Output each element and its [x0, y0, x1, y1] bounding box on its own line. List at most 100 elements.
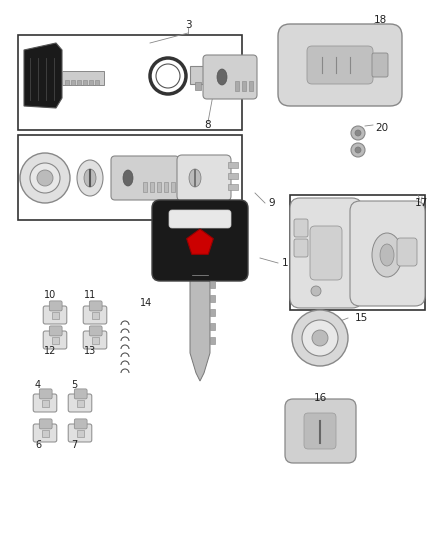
- FancyBboxPatch shape: [397, 238, 417, 266]
- FancyBboxPatch shape: [307, 46, 373, 84]
- Ellipse shape: [217, 69, 227, 85]
- FancyBboxPatch shape: [68, 394, 92, 412]
- Bar: [164, 182, 168, 192]
- Bar: [77, 80, 81, 85]
- FancyBboxPatch shape: [83, 306, 107, 324]
- Bar: [150, 182, 154, 192]
- FancyBboxPatch shape: [89, 326, 102, 336]
- Text: 3: 3: [185, 20, 191, 30]
- Bar: [65, 80, 69, 85]
- Circle shape: [351, 143, 365, 157]
- Bar: [228, 162, 238, 168]
- FancyBboxPatch shape: [177, 155, 231, 201]
- FancyBboxPatch shape: [74, 389, 87, 399]
- Bar: [18, 35, 242, 130]
- Circle shape: [292, 310, 348, 366]
- Text: 6: 6: [35, 440, 41, 450]
- FancyBboxPatch shape: [350, 201, 425, 306]
- Bar: [242, 81, 246, 91]
- Bar: [42, 430, 49, 437]
- Text: 1: 1: [282, 258, 288, 268]
- FancyBboxPatch shape: [33, 424, 57, 442]
- Bar: [228, 184, 238, 190]
- Bar: [290, 195, 425, 310]
- Ellipse shape: [77, 160, 103, 196]
- Bar: [77, 400, 84, 407]
- Circle shape: [302, 320, 338, 356]
- Circle shape: [20, 153, 70, 203]
- FancyBboxPatch shape: [49, 326, 62, 336]
- FancyBboxPatch shape: [49, 301, 62, 311]
- Circle shape: [30, 163, 60, 193]
- FancyBboxPatch shape: [39, 419, 52, 429]
- Text: 12: 12: [44, 346, 56, 356]
- Bar: [195, 82, 201, 90]
- Circle shape: [37, 170, 53, 186]
- Ellipse shape: [380, 244, 394, 266]
- FancyBboxPatch shape: [111, 156, 179, 200]
- Bar: [235, 81, 239, 91]
- Bar: [210, 323, 215, 330]
- Ellipse shape: [123, 170, 133, 186]
- Bar: [62, 71, 104, 85]
- FancyBboxPatch shape: [310, 226, 342, 280]
- Bar: [157, 182, 161, 192]
- Circle shape: [355, 147, 361, 153]
- Bar: [92, 336, 99, 344]
- FancyBboxPatch shape: [33, 394, 57, 412]
- FancyBboxPatch shape: [39, 389, 52, 399]
- Text: 8: 8: [205, 120, 211, 130]
- Bar: [89, 80, 93, 85]
- FancyBboxPatch shape: [68, 424, 92, 442]
- Bar: [77, 430, 84, 437]
- Polygon shape: [187, 229, 213, 254]
- FancyBboxPatch shape: [169, 210, 231, 228]
- Bar: [228, 173, 238, 179]
- FancyBboxPatch shape: [152, 200, 248, 281]
- Bar: [171, 182, 175, 192]
- Ellipse shape: [84, 169, 96, 187]
- FancyBboxPatch shape: [304, 413, 336, 449]
- Polygon shape: [24, 43, 62, 108]
- Text: 11: 11: [84, 290, 96, 300]
- Bar: [210, 337, 215, 344]
- Bar: [92, 311, 99, 319]
- FancyBboxPatch shape: [290, 198, 362, 308]
- Circle shape: [355, 130, 361, 136]
- FancyBboxPatch shape: [43, 306, 67, 324]
- Bar: [95, 80, 99, 85]
- Bar: [190, 66, 204, 84]
- Text: 4: 4: [35, 380, 41, 390]
- Text: 10: 10: [44, 290, 56, 300]
- FancyBboxPatch shape: [372, 53, 388, 77]
- Text: 17: 17: [415, 198, 428, 208]
- FancyBboxPatch shape: [294, 239, 308, 257]
- Text: 15: 15: [355, 313, 368, 323]
- FancyBboxPatch shape: [285, 399, 356, 463]
- Text: 16: 16: [313, 393, 327, 403]
- FancyBboxPatch shape: [89, 301, 102, 311]
- Circle shape: [311, 286, 321, 296]
- Bar: [143, 182, 147, 192]
- Polygon shape: [190, 273, 210, 381]
- Ellipse shape: [189, 169, 201, 187]
- FancyBboxPatch shape: [83, 331, 107, 349]
- Text: 18: 18: [373, 15, 387, 25]
- Bar: [42, 400, 49, 407]
- FancyBboxPatch shape: [278, 24, 402, 106]
- Circle shape: [312, 330, 328, 346]
- Text: 13: 13: [84, 346, 96, 356]
- FancyBboxPatch shape: [43, 331, 67, 349]
- Ellipse shape: [372, 233, 402, 277]
- Bar: [52, 336, 59, 344]
- FancyBboxPatch shape: [294, 219, 308, 237]
- Bar: [249, 81, 253, 91]
- Bar: [210, 295, 215, 302]
- Circle shape: [351, 126, 365, 140]
- Text: 20: 20: [375, 123, 388, 133]
- Text: 9: 9: [268, 198, 276, 208]
- Bar: [71, 80, 75, 85]
- Bar: [18, 135, 242, 220]
- Bar: [83, 80, 87, 85]
- Bar: [210, 309, 215, 316]
